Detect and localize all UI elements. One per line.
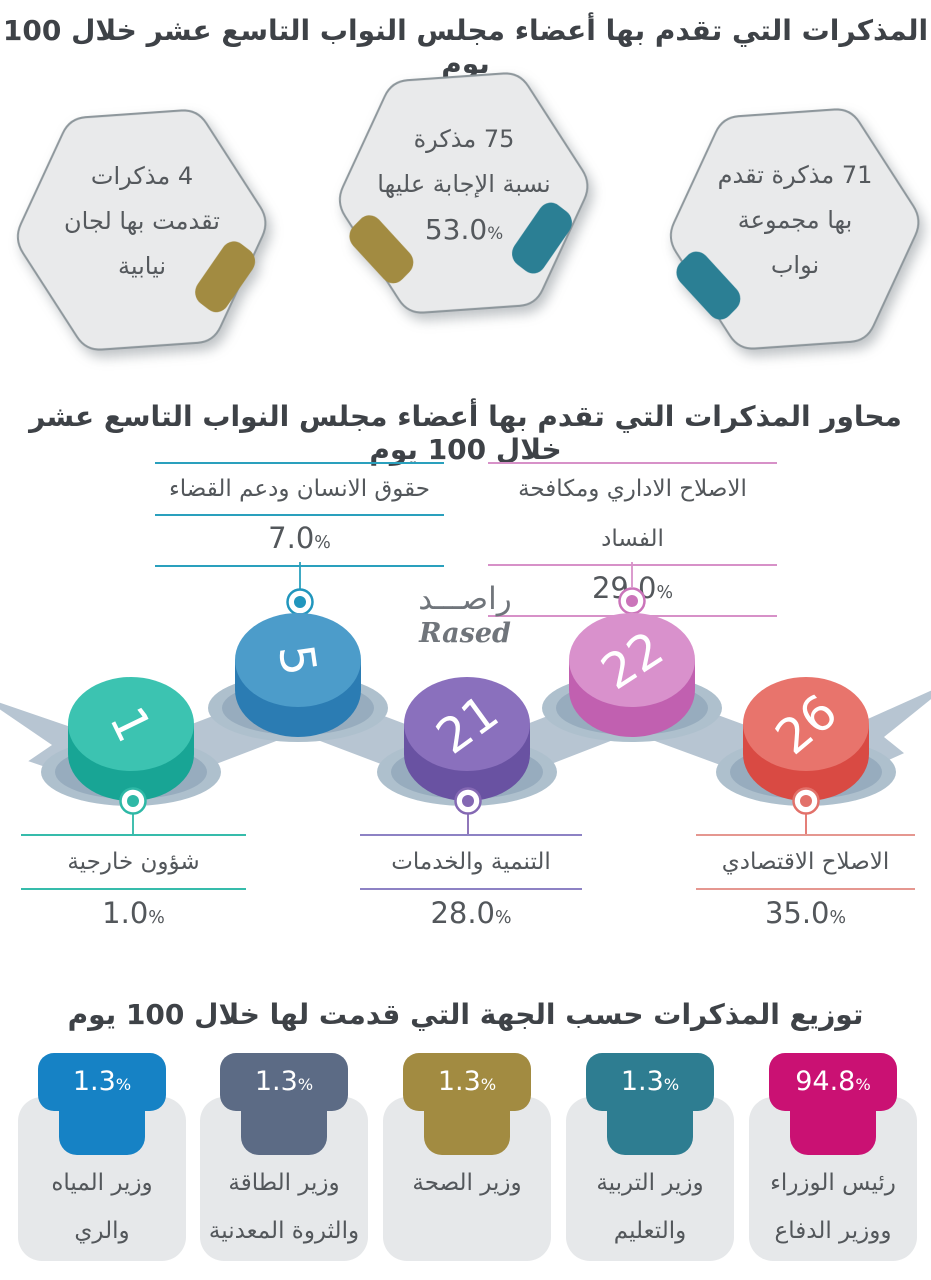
card-percent-badge: 1.3% [220,1053,348,1111]
card-label: رئيس الوزراء ووزير الدفاع [770,1170,896,1244]
topic-name: الاصلاح الاداري ومكافحة الفساد [518,476,747,552]
hex-line: 75 مذكرة [413,125,515,153]
card-percent-badge: 94.8% [769,1053,897,1111]
divider [488,462,777,464]
card-label: وزير الطاقة والثروة المعدنية [208,1170,360,1244]
section-memos-title: المذكرات التي تقدم بها أعضاء مجلس النواب… [2,14,929,80]
divider [155,462,444,464]
rased-logo: راصـــد Rased [385,580,545,650]
recipient-card-energy-minister: 1.3% وزير الطاقة والثروة المعدنية [200,1053,368,1261]
rased-logo-arabic: راصـــد [418,581,512,617]
hex-line: نسبة الإجابة عليها [377,170,551,198]
connector-dot-icon [462,795,474,807]
recipient-card-education-minister: 1.3% وزير التربية والتعليم [566,1053,734,1261]
topic-label-development: التنمية والخدمات 28.0% [360,834,582,941]
card-percent-badge: 1.3% [586,1053,714,1111]
recipient-card-health-minister: 1.3% وزير الصحة [383,1053,551,1261]
hex-line: نيابية [117,252,167,280]
topic-button-foreign: 1 [41,677,221,806]
hex-line: 71 مذكرة تقدم [717,161,873,189]
topics-path-chart: 1 5 21 22 [0,562,931,836]
recipient-card-prime-minister: 94.8% رئيس الوزراء ووزير الدفاع [749,1053,917,1261]
divider [21,834,246,836]
teal-tab-icon [676,251,741,320]
card-tab-tongue [424,1105,510,1155]
topic-button-economic: 26 [716,677,896,806]
hexagon-committees [16,109,267,351]
card-tab-tongue [59,1105,145,1155]
hexagon-mps-group-text: 71 مذكرة تقدم بها مجموعة نواب [655,153,931,288]
topic-name: حقوق الانسان ودعم القضاء [168,476,431,502]
teal-tab-icon [512,202,572,274]
connector-dot-icon [294,596,306,608]
topic-label-foreign: شؤون خارجية 1.0% [21,834,246,941]
hex-line: نواب [770,251,820,279]
divider [696,834,915,836]
card-label: وزير الصحة [412,1170,522,1196]
section-recipients-title: توزيع المذكرات حسب الجهة التي قدمت لها خ… [67,998,864,1031]
hexagon-mps-group [669,108,920,350]
card-percent-badge: 1.3% [403,1053,531,1111]
topic-button-rights: 5 [208,613,388,742]
gold-tab-icon [195,241,256,313]
divider [21,888,246,890]
topic-label-rights: حقوق الانسان ودعم القضاء 7.0% [155,462,444,567]
rased-logo-latin: Rased [419,618,511,649]
card-tab-tongue [241,1105,327,1155]
topic-percent: 28.0% [430,896,512,930]
card-tab-tongue [607,1105,693,1155]
recipient-card-water-minister: 1.3% وزير المياه والري [18,1053,186,1261]
connector-dot-icon [626,595,638,607]
hexagon-answered-text: 75 مذكرة نسبة الإجابة عليها 53.0% [324,117,604,256]
divider [155,514,444,516]
card-percent-badge: 1.3% [38,1053,166,1111]
hex-line: تقدمت بها لجان [64,207,220,235]
connector-dot-icon [127,795,139,807]
connector-dot-icon [800,795,812,807]
topic-percent: 35.0% [764,896,847,930]
ribbon-notch-right [884,699,931,775]
topic-button-admin: 22 [542,613,722,742]
gold-tab-icon [349,215,414,284]
divider [360,834,582,836]
topic-label-economic: الاصلاح الاقتصادي 35.0% [696,834,915,941]
topic-percent: 1.0% [102,896,165,930]
topic-percent: 7.0% [268,521,331,555]
answered-percent: 53.0% [424,213,504,246]
card-label: وزير التربية والتعليم [596,1170,704,1244]
card-tab-tongue [790,1105,876,1155]
divider [696,888,915,890]
hex-line: 4 مذكرات [90,162,194,190]
divider [360,888,582,890]
topic-name: شؤون خارجية [67,849,200,875]
topic-button-development: 21 [377,677,557,806]
ribbon-notch-left [0,709,52,781]
hex-line: بها مجموعة [737,206,853,234]
topic-name: الاصلاح الاقتصادي [721,849,890,875]
topic-name: التنمية والخدمات [391,849,551,875]
hexagon-answered [338,72,589,314]
section-topics-title: محاور المذكرات التي تقدم بها أعضاء مجلس … [29,400,902,466]
card-label: وزير المياه والري [51,1170,153,1244]
hexagon-committees-text: 4 مذكرات تقدمت بها لجان نيابية [2,154,282,289]
